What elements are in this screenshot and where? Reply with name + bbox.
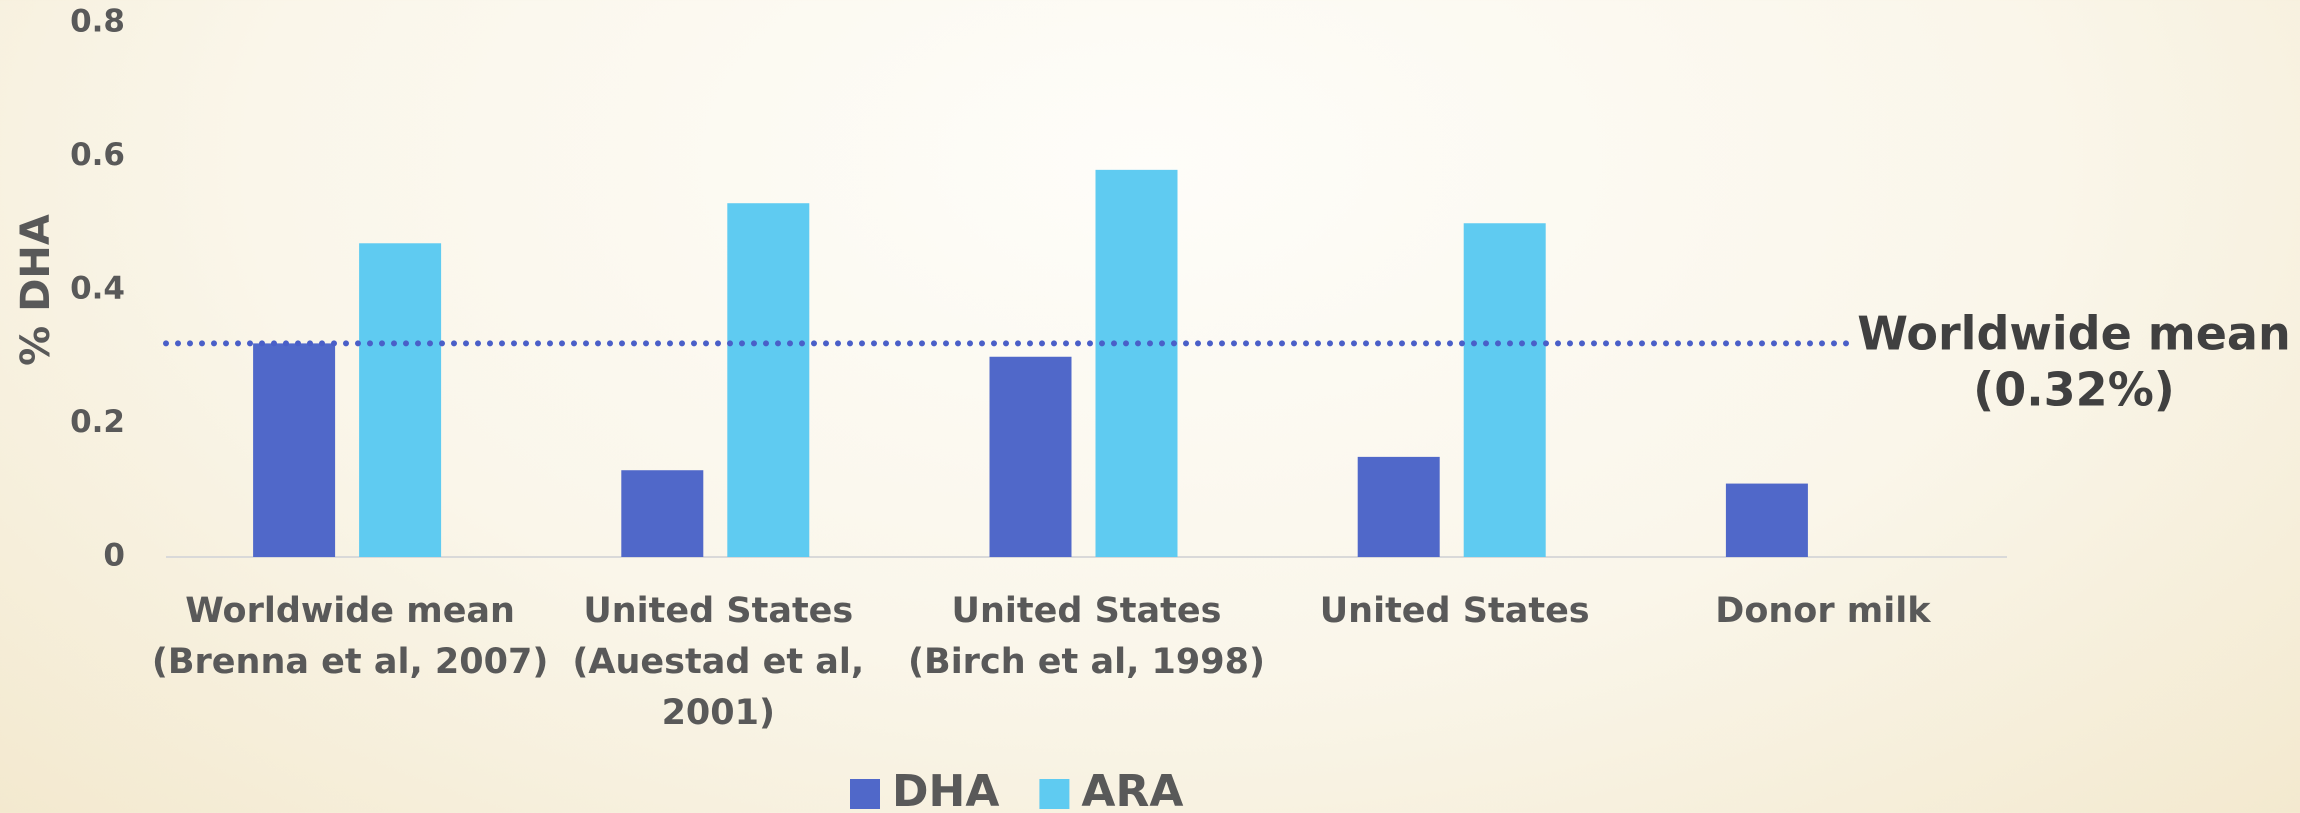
legend-swatch: [1039, 779, 1070, 809]
x-tick-label: (Brenna et al, 2007): [152, 642, 548, 682]
bar: [1095, 169, 1178, 557]
legend-label: DHA: [892, 766, 999, 813]
bar: [989, 356, 1072, 557]
bar: [1463, 223, 1546, 557]
legend-label: ARA: [1081, 766, 1183, 813]
x-tick-label: (Birch et al, 1998): [908, 642, 1265, 682]
bar: [359, 243, 442, 557]
x-tick-label: Worldwide mean: [185, 591, 515, 631]
x-tick-label: Donor milk: [1715, 591, 1931, 631]
y-axis-label: % DHA: [13, 214, 59, 366]
y-tick-label: 0.4: [70, 271, 125, 307]
bar: [1725, 483, 1808, 557]
x-tick-label: United States: [952, 591, 1222, 631]
bar: [727, 203, 810, 557]
x-tick-label: (Auestad et al,: [572, 642, 864, 682]
x-tick-label: United States: [583, 591, 853, 631]
x-tick-label: United States: [1320, 591, 1590, 631]
bar: [253, 343, 336, 557]
y-tick-label: 0.8: [70, 4, 125, 40]
y-tick-label: 0: [103, 538, 125, 574]
bar: [1357, 456, 1440, 557]
y-tick-label: 0.6: [70, 137, 125, 173]
y-tick-label: 0.2: [70, 404, 125, 440]
reference-label: (0.32%): [1973, 363, 2175, 417]
reference-label: Worldwide mean: [1857, 307, 2290, 361]
x-tick-label: 2001): [662, 693, 775, 733]
bar: [621, 470, 704, 557]
legend-swatch: [850, 779, 880, 809]
